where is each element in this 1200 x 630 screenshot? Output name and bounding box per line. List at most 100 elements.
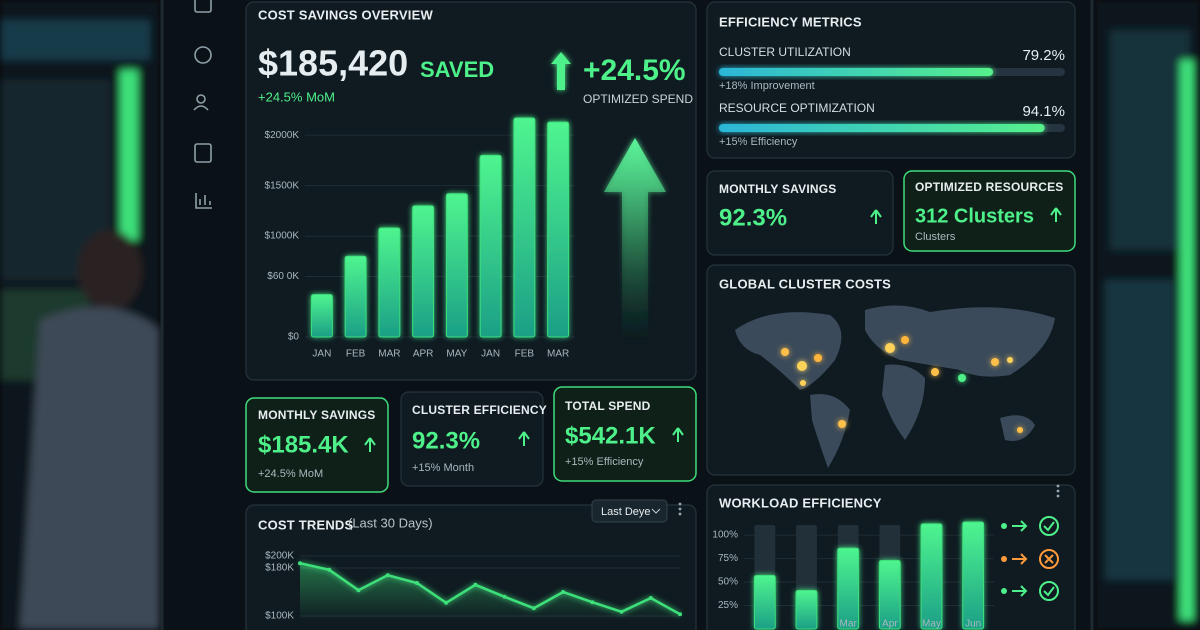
card-title: CLUSTER EFFICIENCY [412,403,547,417]
y-tick-label: 100% [712,530,738,541]
card-note: +24.5% MoM [258,468,323,480]
y-tick-label: $1000K [265,231,300,242]
point [561,590,566,594]
sidebar [193,0,212,209]
bar [795,589,818,630]
y-tick-label: 25% [718,600,738,611]
point [327,567,332,572]
y-tick-label: 50% [718,577,738,588]
point [648,596,653,600]
bar [378,227,401,338]
line [299,561,681,616]
card [245,397,389,493]
card [706,170,894,256]
bar [344,255,367,338]
card-note: +15% Efficiency [565,456,644,468]
card-note: +15% Month [412,462,474,474]
panel-title: COST SAVINGS OVERVIEW [258,7,433,22]
nav-icon[interactable] [194,0,212,13]
line-chart: $200K$180K $100K [265,551,682,622]
x-tick-label: APR [413,349,434,360]
big-arrow [604,138,666,345]
metrics-panel [706,1,1076,159]
range-selector[interactable] [591,499,668,523]
y-tick-label: $2000K [265,130,300,141]
card-value: 312 Clusters [915,205,1034,227]
card-value: 92.3% [719,204,787,231]
metric-value: 94.1% [1022,103,1065,120]
saved-label: SAVED [420,57,494,82]
point [298,561,302,566]
progress-bar [719,124,1045,132]
point [619,609,624,614]
bar [412,205,435,338]
x-tick-label: May [922,619,941,630]
y-tick-label: $100K [265,611,294,622]
card-value: $185.4K [258,431,349,458]
bar [479,154,502,338]
dropdown-caret [651,508,661,514]
card-value: 92.3% [412,427,480,454]
card-title: MONTHLY SAVINGS [719,182,836,196]
more-menu[interactable] [678,502,682,516]
highlight-caption: OPTIMIZED SPEND [583,92,693,106]
y-tick-label: $200K [265,551,294,562]
y-tick-label: $0 [288,332,300,343]
point [356,588,361,593]
x-tick-label: JAN [312,349,331,360]
card-value: $542.1K [565,422,656,449]
bar [513,117,536,338]
bar [962,521,985,630]
x-tick-label: Apr [882,619,898,630]
y-tick-label: $60 0K [267,271,299,282]
card-note: Clusters [915,231,956,243]
metric-note: +15% Efficiency [719,136,798,148]
card [553,386,697,482]
y-tick-label: $180K [265,563,294,574]
x-tick-label: MAR [378,349,400,360]
metric-value: 79.2% [1022,47,1065,64]
x-tick-label: JAN [481,349,500,360]
x-tick-label: Mar [840,619,858,630]
nav-icon[interactable] [193,94,209,111]
x-tick-label: FEB [346,349,366,360]
range-selector-text: Last Deye [601,506,651,518]
nav-icon[interactable] [194,46,212,64]
metric-note: +18% Improvement [719,80,815,92]
point [590,600,595,605]
nav-icon[interactable] [195,193,212,209]
y-tick-label: $1500K [265,180,300,191]
y-tick-label: 75% [718,553,738,564]
more-menu[interactable] [1056,484,1060,498]
nav-icon[interactable] [194,143,212,163]
card [903,170,1076,252]
bar [310,294,333,338]
bar [753,574,776,630]
bar [547,121,570,338]
up-icon [870,209,882,224]
up-icons [364,427,684,452]
x-tick-label: MAY [446,349,467,360]
total-saved: $185,420 [258,43,408,84]
panel-title: COST TRENDS [258,517,353,532]
card-title: MONTHLY SAVINGS [258,408,375,422]
bar [837,547,860,630]
x-tick-label: MAR [547,349,569,360]
point [444,600,449,605]
point [414,581,419,585]
highlight: +24.5% [583,54,686,87]
bar-chart: 25% 50% 75% 100% Mar Apr May Jun [712,521,994,630]
bar-chart: $0 $60 0K $1000K $1500K $2000K JAN FEB MAR APR MA… [265,117,575,360]
metric-label: CLUSTER UTILIZATION [719,45,851,59]
panel-title: GLOBAL CLUSTER COSTS [719,276,891,291]
metrics: CLUSTER UTILIZATION 79.2% +18% Improvement… [719,45,1065,148]
point [385,573,390,578]
x-tick-label: Jun [965,619,981,630]
point [531,606,536,611]
point [678,612,682,617]
panel-title: EFFICIENCY METRICS [719,14,862,29]
panel-title: WORKLOAD EFFICIENCY [719,495,882,510]
card [400,391,544,487]
